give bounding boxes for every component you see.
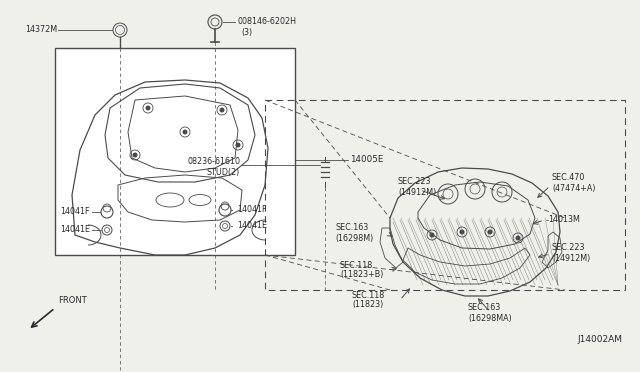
Text: (3): (3): [241, 28, 252, 36]
Text: 14041E: 14041E: [60, 225, 90, 234]
Text: SEC.223: SEC.223: [398, 177, 431, 186]
Text: 14372M: 14372M: [25, 26, 57, 35]
Circle shape: [236, 142, 241, 148]
Text: (11823+B): (11823+B): [340, 270, 383, 279]
Text: SEC.470: SEC.470: [552, 173, 586, 183]
Text: SEC.118: SEC.118: [340, 260, 373, 269]
Text: (11823): (11823): [352, 301, 383, 310]
Circle shape: [220, 108, 225, 112]
Text: 008146-6202H: 008146-6202H: [237, 17, 296, 26]
Text: SEC.163: SEC.163: [335, 224, 368, 232]
Text: 14013M: 14013M: [548, 215, 580, 224]
Text: 14041F: 14041F: [60, 208, 90, 217]
Circle shape: [515, 235, 520, 241]
Text: J14002AM: J14002AM: [577, 336, 622, 344]
Text: STUD(2): STUD(2): [207, 167, 240, 176]
Text: 14041F: 14041F: [237, 205, 266, 215]
Text: (16298M): (16298M): [335, 234, 373, 243]
Text: 14041E: 14041E: [237, 221, 267, 231]
Circle shape: [145, 106, 150, 110]
Circle shape: [132, 153, 138, 157]
Bar: [55, 48, 295, 255]
Circle shape: [460, 230, 465, 234]
Text: SEC.223: SEC.223: [552, 244, 586, 253]
Text: 14005E: 14005E: [350, 155, 383, 164]
Text: (47474+A): (47474+A): [552, 183, 595, 192]
Circle shape: [429, 232, 435, 237]
Text: SEC.118: SEC.118: [352, 291, 385, 299]
Circle shape: [182, 129, 188, 135]
Circle shape: [488, 230, 493, 234]
Text: 08236-61610: 08236-61610: [187, 157, 240, 167]
Text: SEC.163: SEC.163: [468, 304, 501, 312]
Text: FRONT: FRONT: [58, 296, 87, 305]
Text: (16298MA): (16298MA): [468, 314, 512, 323]
Text: (14912M): (14912M): [398, 187, 436, 196]
Text: (14912M): (14912M): [552, 253, 590, 263]
Bar: [265, 100, 625, 290]
